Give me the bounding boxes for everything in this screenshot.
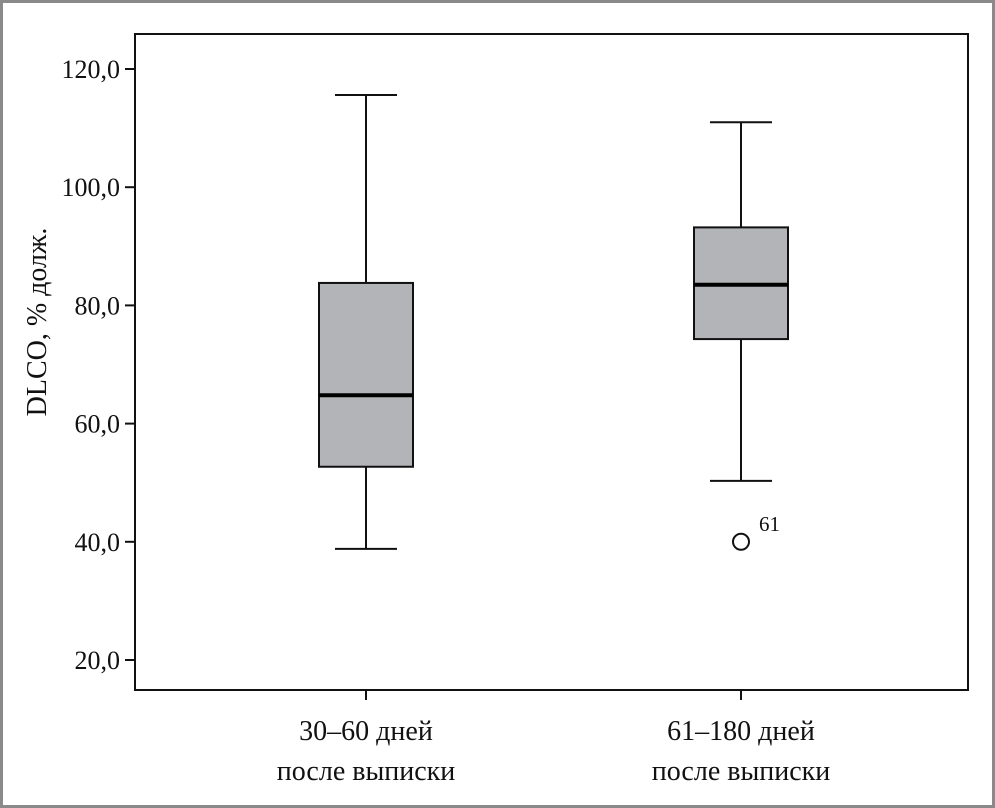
y-tick-label: 80,0 [75, 291, 121, 320]
y-axis-title: DLCO, % долж. [22, 228, 53, 417]
x-category-label-line2: после выписки [652, 756, 831, 787]
plot-area [134, 33, 969, 691]
y-tick-label: 100,0 [62, 173, 121, 202]
x-category-label-line1: 61–180 дней [667, 716, 815, 747]
boxes-layer: 61 [318, 94, 789, 551]
x-category-label-line1: 30–60 дней [299, 716, 433, 747]
y-tick-label: 120,0 [62, 55, 121, 84]
iqr-box [318, 281, 414, 468]
box-group [318, 94, 414, 550]
x-axis: 30–60 дней после выписки 61–180 дней после … [277, 690, 831, 787]
y-tick-label: 40,0 [75, 528, 121, 557]
y-axis: 20,0 40,0 60,0 80,0 100,0 120,0 [62, 55, 135, 675]
outlier-label: 61 [759, 512, 780, 536]
box-group: 61 [693, 121, 789, 551]
outlier-point [732, 532, 750, 551]
y-tick-label: 60,0 [75, 410, 121, 439]
x-category-label-line2: после выписки [277, 756, 456, 787]
y-tick-label: 20,0 [75, 646, 121, 675]
